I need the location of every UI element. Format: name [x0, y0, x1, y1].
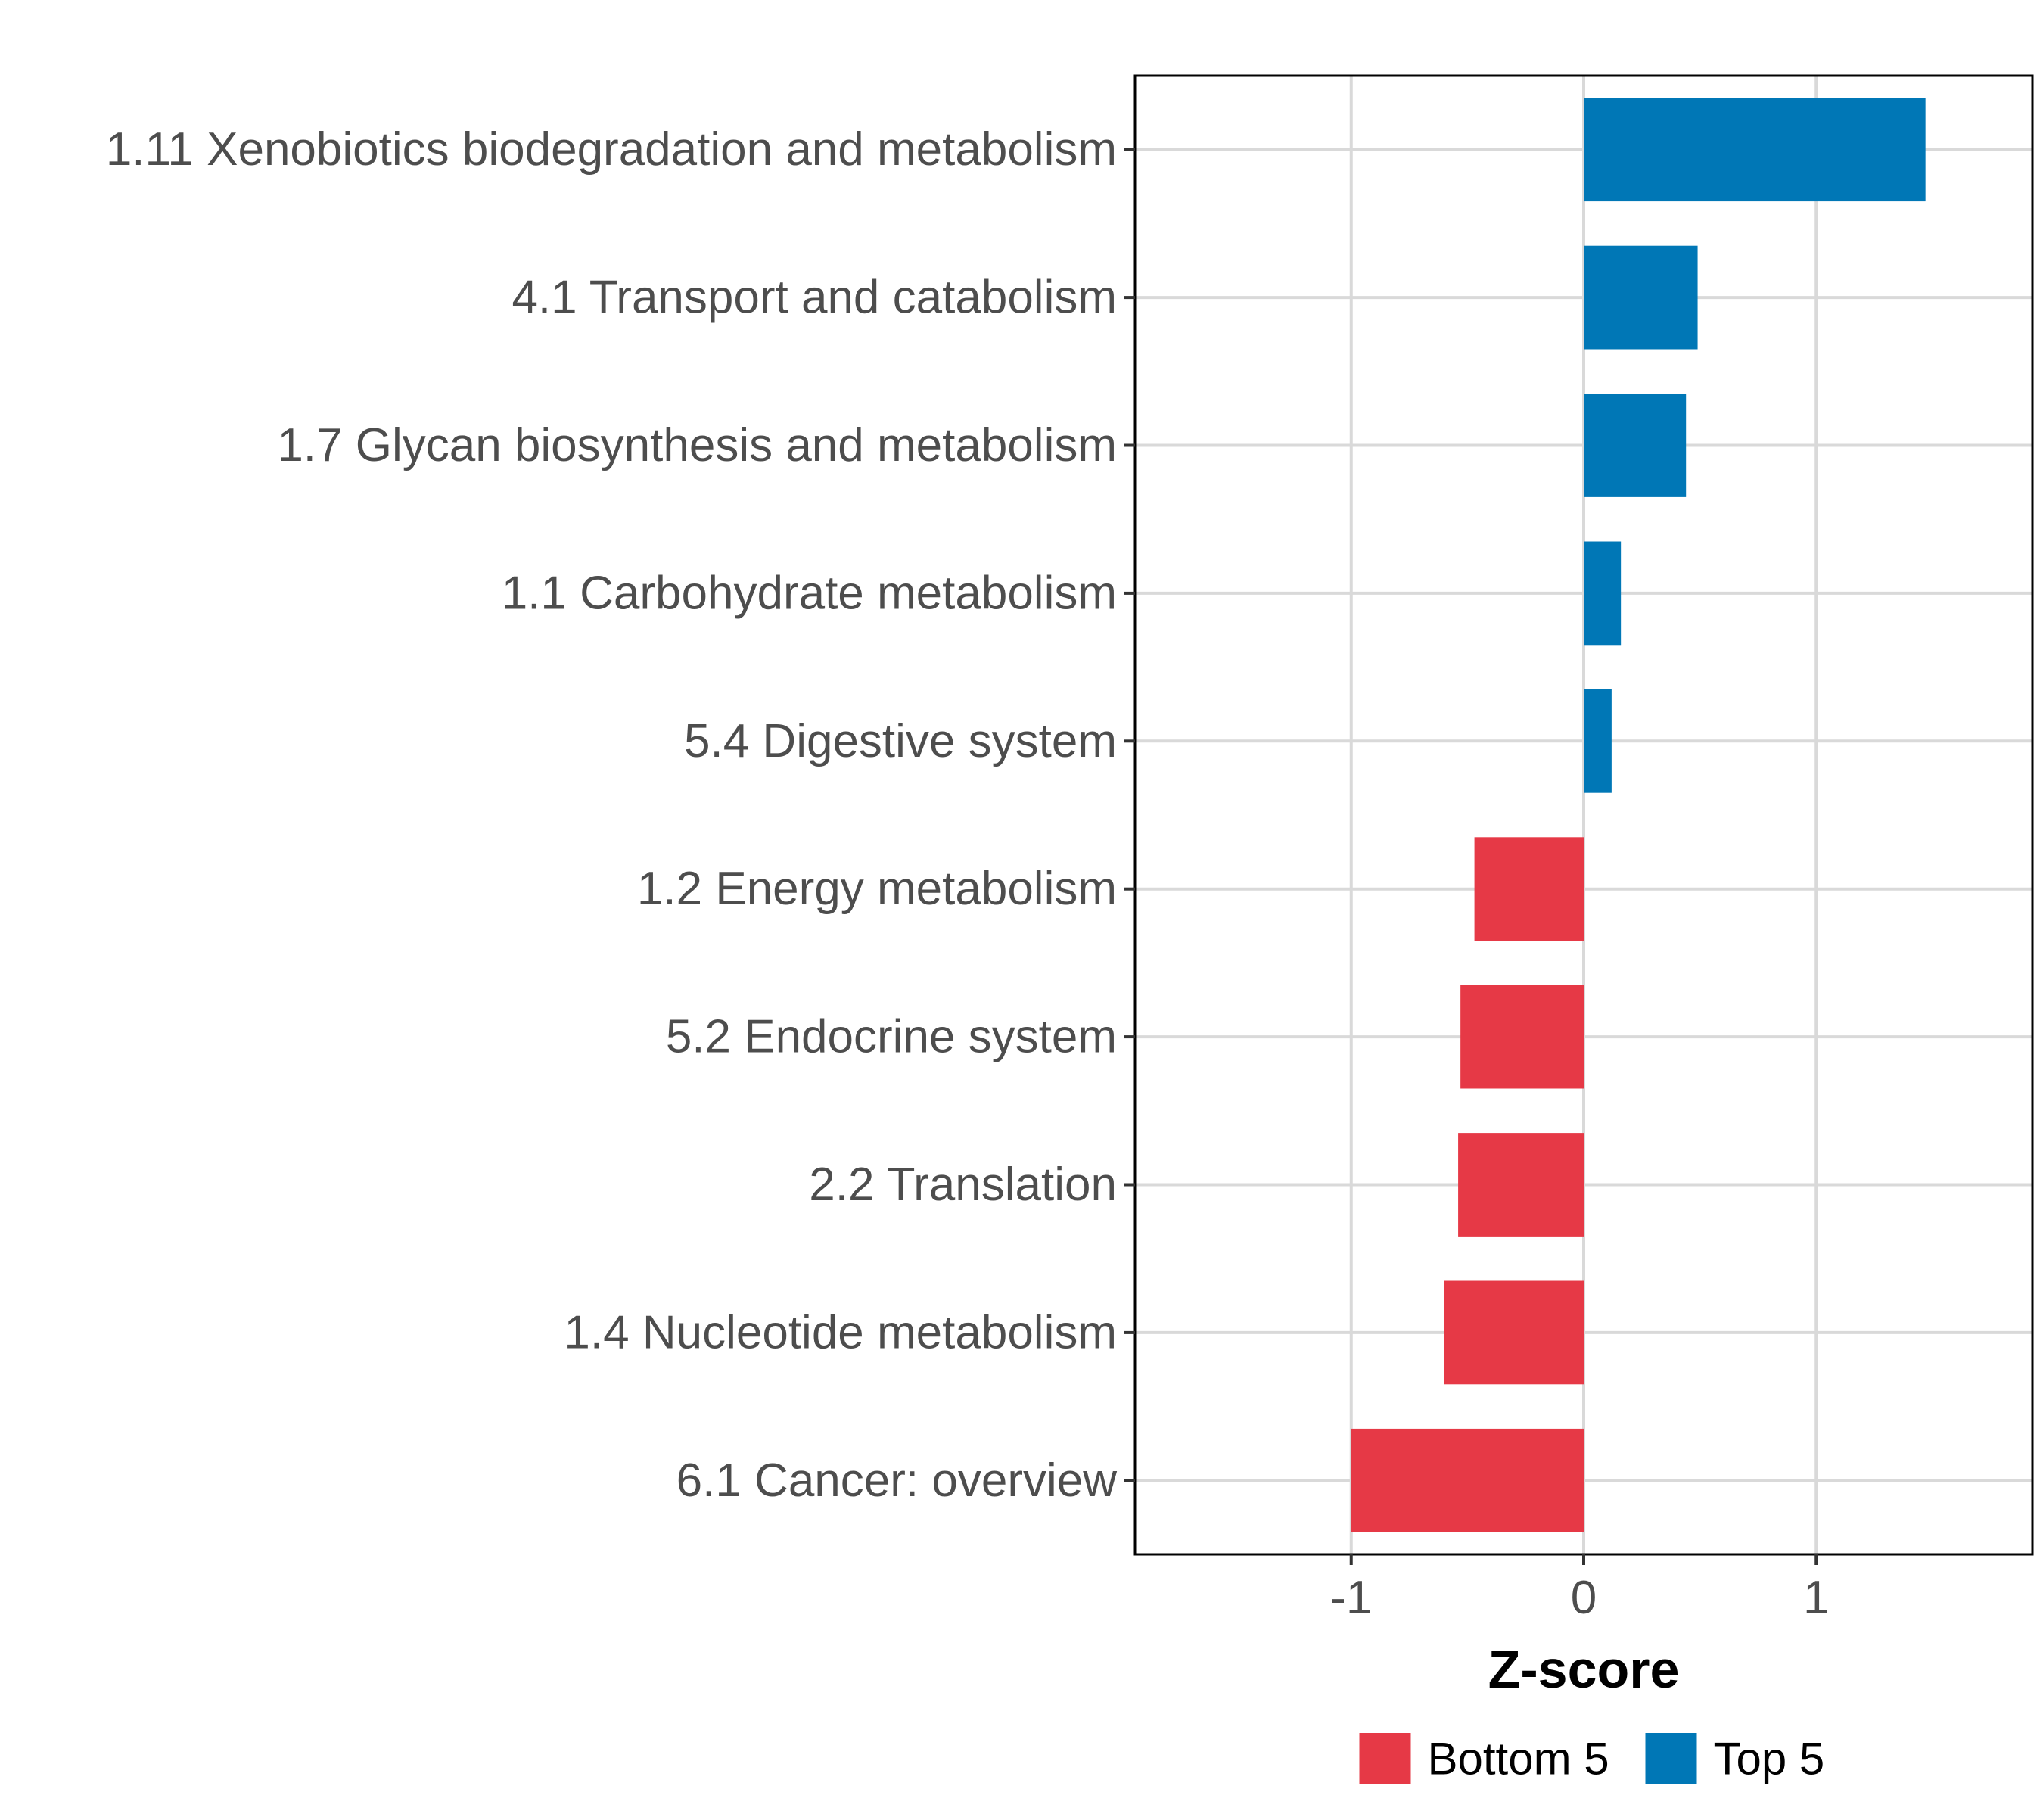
- bar: [1584, 245, 1698, 350]
- legend-label: Bottom 5: [1428, 1734, 1609, 1784]
- y-tick-label: 1.1 Carbohydrate metabolism: [502, 567, 1117, 619]
- bar: [1584, 394, 1687, 497]
- bar: [1460, 985, 1584, 1089]
- bar: [1444, 1280, 1584, 1385]
- legend-swatch: [1359, 1733, 1411, 1784]
- bars: [1351, 98, 1926, 1532]
- y-tick-label: 6.1 Cancer: overview: [676, 1454, 1118, 1507]
- y-tick-label: 5.2 Endocrine system: [666, 1011, 1117, 1063]
- y-tick-label: 2.2 Translation: [809, 1159, 1117, 1211]
- legend: Bottom 5 Top 5: [1359, 1733, 1825, 1784]
- y-tick-label: 4.1 Transport and catabolism: [512, 272, 1117, 324]
- bar: [1584, 689, 1612, 793]
- bar: [1584, 98, 1926, 202]
- bar: [1474, 837, 1584, 941]
- y-tick-label: 1.4 Nucleotide metabolism: [564, 1306, 1117, 1358]
- y-tick-label: 1.2 Energy metabolism: [637, 863, 1117, 915]
- bar: [1584, 541, 1622, 646]
- bar: [1351, 1428, 1584, 1532]
- x-axis-title: Z-score: [1488, 1640, 1680, 1699]
- y-tick-label: 1.7 Glycan biosynthesis and metabolism: [277, 419, 1117, 471]
- x-tick-label: 0: [1571, 1572, 1597, 1624]
- legend-label: Top 5: [1714, 1734, 1825, 1784]
- y-tick-label: 5.4 Digestive system: [684, 715, 1117, 767]
- x-tick-label: 1: [1803, 1572, 1829, 1624]
- x-tick-label: -1: [1330, 1572, 1372, 1624]
- bar: [1458, 1133, 1584, 1237]
- x-axis: -1 0 1: [1330, 1554, 1829, 1624]
- y-tick-label: 1.11 Xenobiotics biodegradation and meta…: [106, 123, 1117, 176]
- y-axis: 1.11 Xenobiotics biodegradation and meta…: [106, 123, 1135, 1507]
- legend-swatch: [1645, 1733, 1697, 1784]
